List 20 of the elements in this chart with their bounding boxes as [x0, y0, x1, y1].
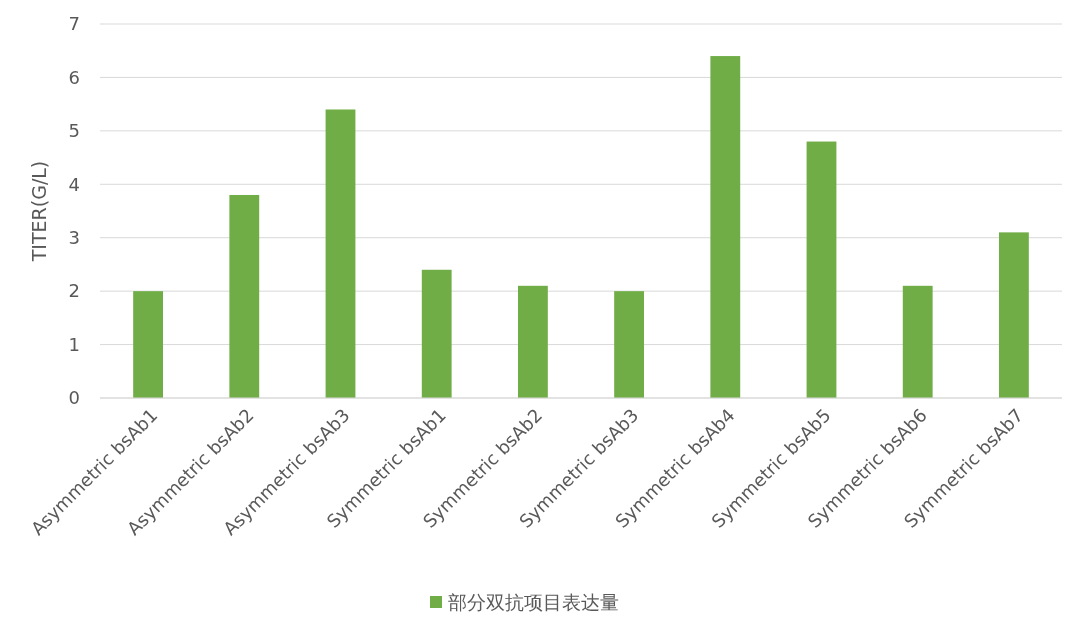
y-tick-label: 7	[68, 13, 80, 35]
y-axis-title: TITER(G/L)	[28, 160, 50, 263]
bar	[421, 269, 452, 398]
bar	[229, 194, 260, 398]
y-tick-label: 6	[68, 66, 80, 88]
legend-label: 部分双抗项目表达量	[448, 590, 619, 613]
bar	[517, 285, 548, 398]
y-tick-label: 1	[68, 333, 80, 355]
bar	[133, 291, 164, 398]
bar	[325, 109, 356, 398]
bar	[998, 232, 1029, 398]
y-tick-label: 2	[68, 280, 80, 302]
bar	[902, 285, 933, 398]
bar	[806, 141, 837, 398]
y-tick-label: 3	[68, 227, 80, 249]
y-tick-label: 5	[68, 120, 80, 142]
bar	[614, 291, 645, 398]
bar	[710, 56, 741, 398]
y-tick-label: 4	[68, 173, 80, 195]
y-tick-label: 0	[68, 387, 80, 409]
